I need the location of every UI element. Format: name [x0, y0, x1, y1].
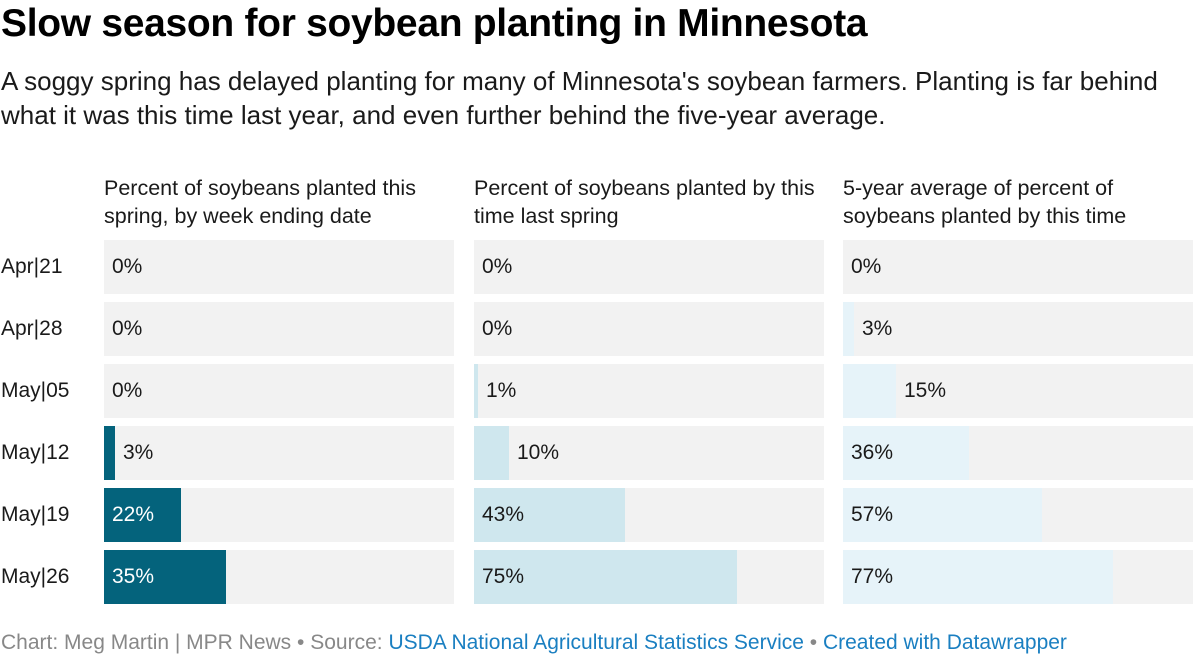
bar-value-label: 0%: [482, 255, 513, 278]
bar-track: 43%: [474, 488, 824, 542]
bar-track: 1%: [474, 364, 824, 418]
bar: [104, 550, 226, 604]
row-label: May|26: [1, 565, 70, 588]
chart-title: Slow season for soybean planting in Minn…: [1, 2, 868, 45]
bar-track: 0%: [474, 240, 824, 294]
row-label: May|12: [1, 441, 70, 464]
bar-value-label: 3%: [123, 441, 154, 464]
datawrapper-link[interactable]: Created with Datawrapper: [822, 631, 1067, 654]
bar-value-label: 22%: [112, 503, 155, 526]
bar-track: 36%: [843, 426, 1193, 480]
bar: [474, 550, 737, 604]
bar-value-label: 10%: [517, 441, 560, 464]
bar-value-label: 0%: [482, 317, 513, 340]
footer-separator: •: [291, 631, 311, 654]
footer-credit: Chart: Meg Martin | MPR News: [1, 631, 292, 654]
bar-value-label: 57%: [851, 503, 894, 526]
bar-track: 0%: [843, 240, 1193, 294]
column-header-1: Percent of soybeans planted this spring,…: [104, 176, 416, 228]
bar: [843, 302, 854, 356]
bar-value-label: 75%: [482, 565, 525, 588]
bar-track: 0%: [474, 302, 824, 356]
source-link[interactable]: USDA National Agricultural Statistics Se…: [388, 631, 804, 654]
bar-value-label: 36%: [851, 441, 894, 464]
bar: [474, 426, 509, 480]
bar: [843, 488, 1042, 542]
bar-track: 57%: [843, 488, 1193, 542]
bar-track: 75%: [474, 550, 824, 604]
bar-value-label: 15%: [904, 379, 947, 402]
row-label: Apr|21: [1, 255, 63, 278]
bar-value-label: 0%: [112, 255, 143, 278]
bar-track: 0%: [104, 364, 454, 418]
bar-track: 10%: [474, 426, 824, 480]
bar: [474, 488, 625, 542]
bar-value-label: 35%: [112, 565, 155, 588]
bar-value-label: 77%: [851, 565, 894, 588]
bar: [843, 550, 1113, 604]
column-header-2: Percent of soybeans planted by this time…: [474, 176, 815, 228]
bar-value-label: 0%: [851, 255, 882, 278]
chart-subtitle: A soggy spring has delayed planting for …: [1, 66, 1158, 130]
bar-track: 22%: [104, 488, 454, 542]
bar: [104, 488, 181, 542]
bar-track: 15%: [843, 364, 1193, 418]
footer-source-prefix: Source:: [310, 631, 389, 654]
bar-track: 3%: [843, 302, 1193, 356]
row-label: May|05: [1, 379, 70, 402]
bar-value-label: 0%: [112, 317, 143, 340]
row-label: Apr|28: [1, 317, 63, 340]
bar-track: 0%: [104, 240, 454, 294]
bar-value-label: 1%: [486, 379, 517, 402]
bar-track: 35%: [104, 550, 454, 604]
bar-track: 3%: [104, 426, 454, 480]
column-header-3: 5-year average of percent of soybeans pl…: [843, 176, 1127, 228]
row-label: May|19: [1, 503, 70, 526]
bar-track: 77%: [843, 550, 1193, 604]
bar-value-label: 43%: [482, 503, 525, 526]
bar-value-label: 3%: [862, 317, 893, 340]
bar: [104, 426, 115, 480]
bar-track: 0%: [104, 302, 454, 356]
bar-value-label: 0%: [112, 379, 143, 402]
chart-footer: Chart: Meg Martin | MPR News • Source: U…: [1, 631, 1067, 655]
bar: [843, 426, 969, 480]
footer-separator: •: [803, 631, 823, 654]
bar: [474, 364, 478, 418]
bar: [843, 364, 896, 418]
